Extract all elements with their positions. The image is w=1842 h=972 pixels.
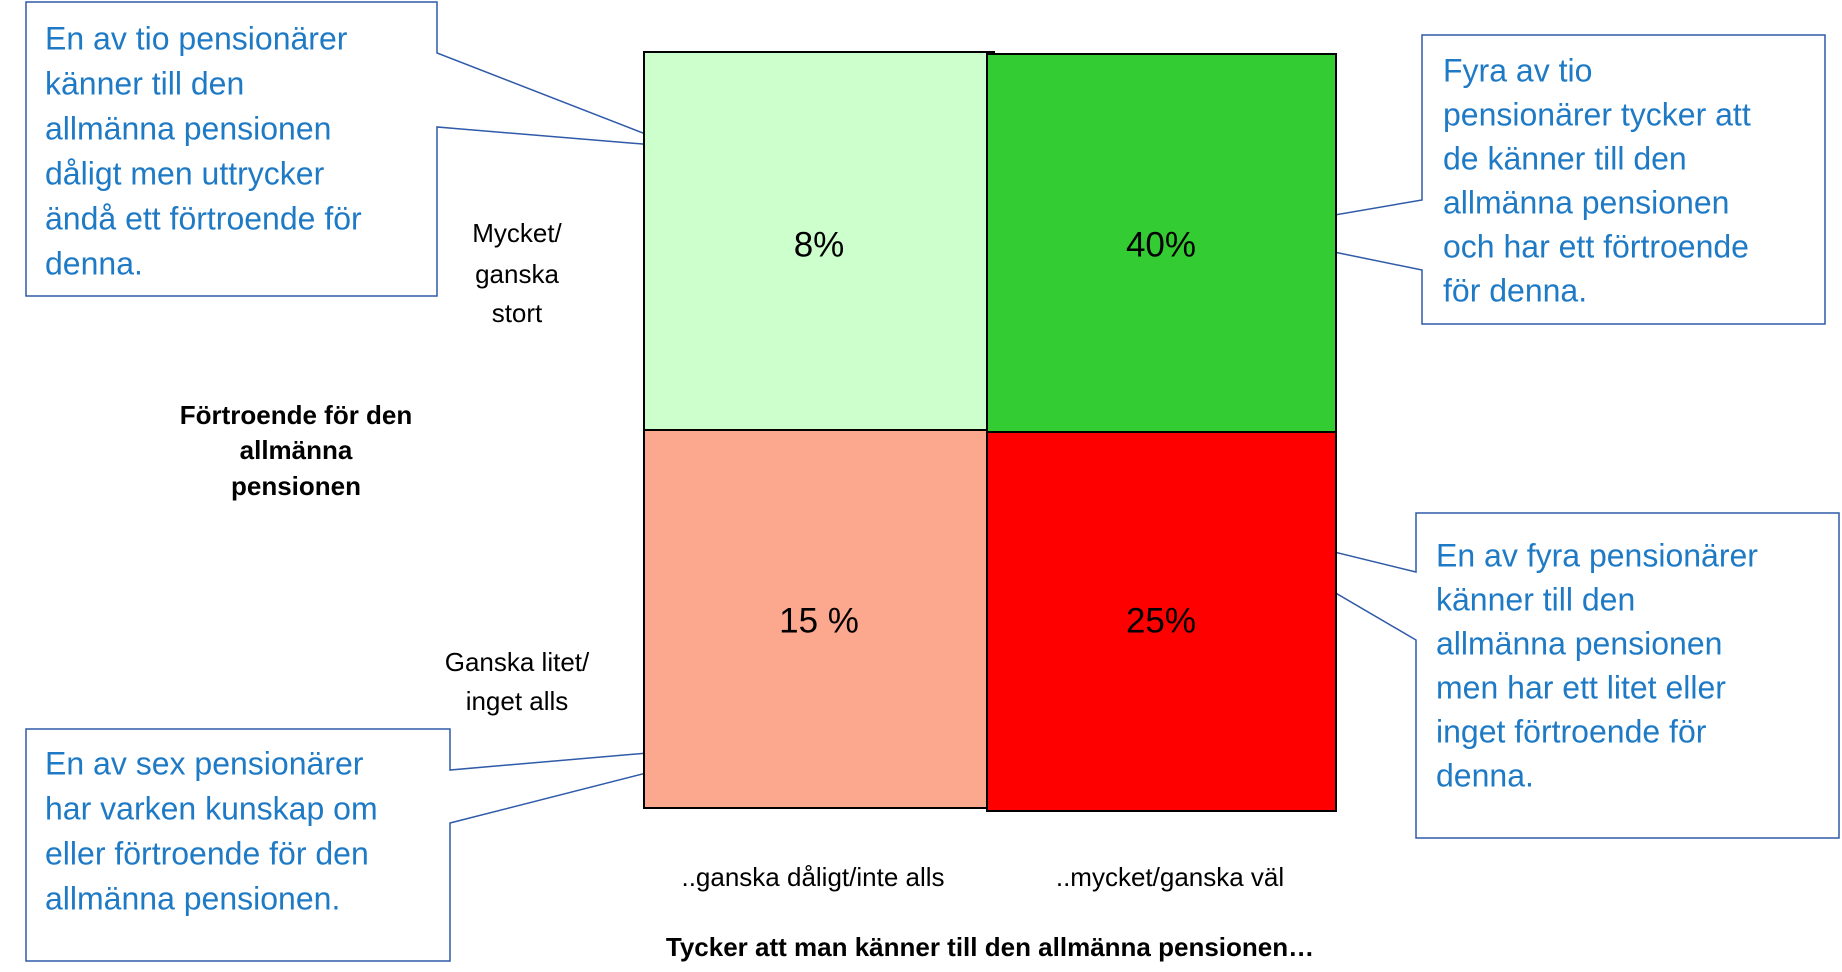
cell-label: 40% [1126, 225, 1196, 264]
callout-box [25, 728, 765, 962]
callout-text: En av fyra pensionärer [1436, 537, 1758, 573]
column-label: ..ganska dåligt/inte alls [681, 862, 944, 892]
row-label: inget alls [466, 686, 569, 716]
callout-text: pensionärer tycker att [1443, 96, 1751, 132]
cell-label: 25% [1126, 601, 1196, 640]
callout-text: dåligt men uttrycker [45, 155, 325, 191]
matrix-cell [986, 53, 1337, 433]
callout-box [25, 1, 680, 297]
row-label: Mycket/ [472, 218, 562, 248]
callout-text: allmänna pensionen [1436, 625, 1722, 661]
callout-text: har varken kunskap om [45, 790, 378, 826]
callout-text: En av sex pensionärer [45, 745, 364, 781]
matrix-cell [986, 431, 1337, 812]
callout-text: inget förtroende för [1436, 713, 1707, 749]
callout-text: och har ett förtroende [1443, 228, 1749, 264]
callout-text: de känner till den [1443, 140, 1687, 176]
cell-label: 15 % [779, 601, 859, 640]
callout-text: men har ett litet eller [1436, 669, 1726, 705]
y-axis-title: pensionen [231, 471, 361, 501]
callout-box [1235, 34, 1826, 325]
column-label: ..mycket/ganska väl [1056, 862, 1284, 892]
y-axis-title: allmänna [240, 435, 353, 465]
row-label: ganska [475, 259, 559, 289]
callout-text: för denna. [1443, 272, 1587, 308]
callout-text: Fyra av tio [1443, 52, 1592, 88]
callout-text: allmänna pensionen. [45, 880, 340, 916]
callout-text: denna. [1436, 757, 1534, 793]
callout-text: allmänna pensionen [1443, 184, 1729, 220]
matrix-cell [643, 429, 988, 809]
row-label: Ganska litet/ [445, 647, 590, 677]
y-axis-title: Förtroende för den [180, 400, 413, 430]
callout-text: eller förtroende för den [45, 835, 369, 871]
callout-box [1215, 512, 1840, 839]
callout-text: ändå ett förtroende för [45, 200, 362, 236]
callout-text: En av tio pensionärer [45, 20, 348, 56]
callout-text: känner till den [1436, 581, 1635, 617]
callout-text: allmänna pensionen [45, 110, 331, 146]
row-label: stort [492, 298, 543, 328]
x-axis-title: Tycker att man känner till den allmänna … [666, 932, 1314, 962]
callout-text: denna. [45, 245, 143, 281]
cell-label: 8% [794, 225, 845, 264]
callout-text: känner till den [45, 65, 244, 101]
